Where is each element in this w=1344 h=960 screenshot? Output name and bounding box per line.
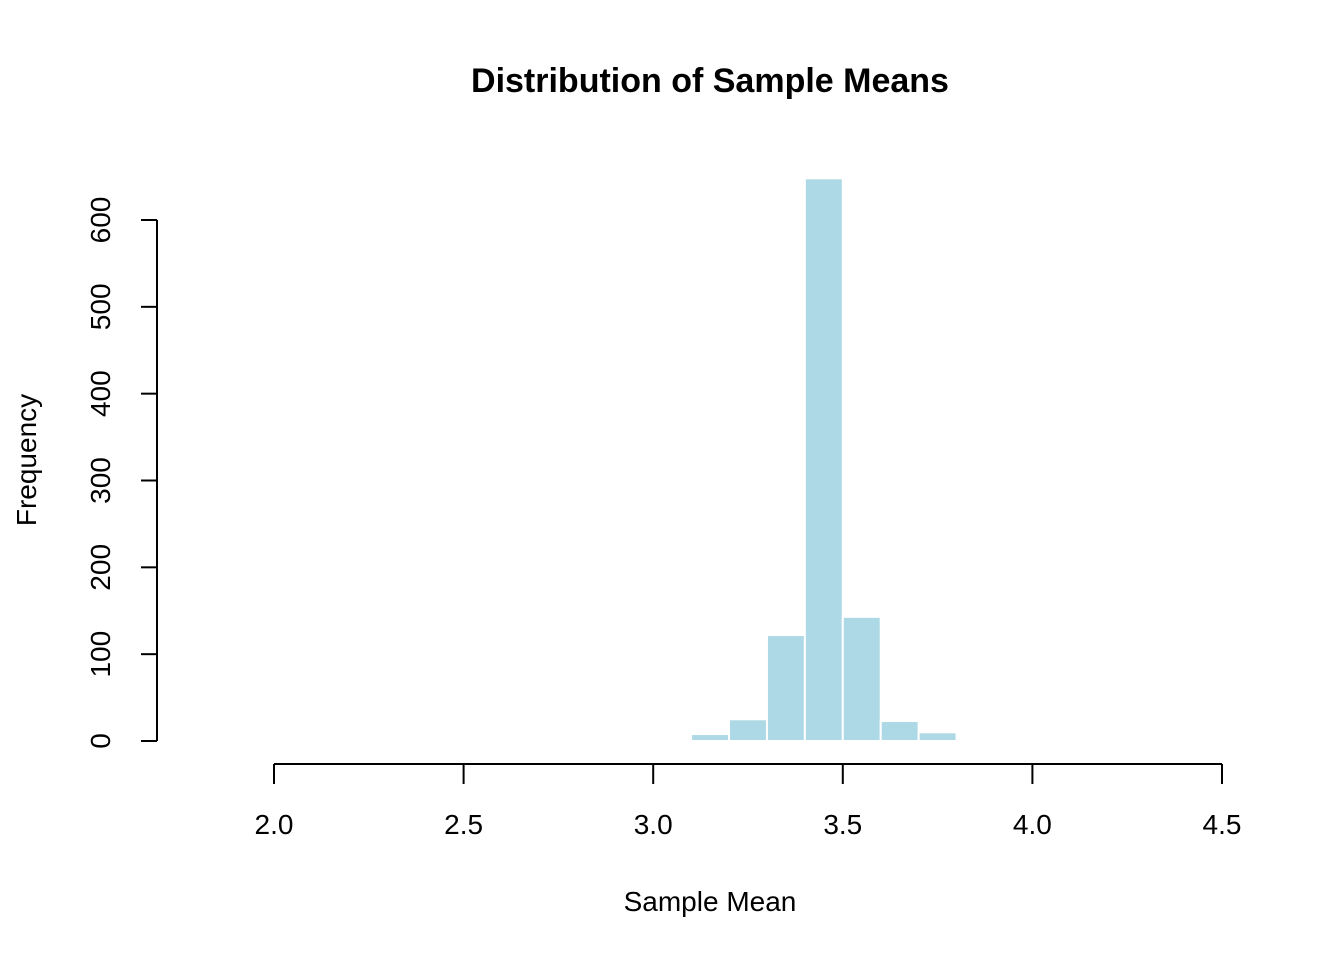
x-tick-label: 2.5 xyxy=(444,809,483,840)
y-axis-label: Frequency xyxy=(11,394,42,526)
histogram-bar xyxy=(690,733,731,743)
y-tick-label: 400 xyxy=(85,370,116,417)
x-axis-label: Sample Mean xyxy=(624,886,797,917)
y-tick-label: 300 xyxy=(85,457,116,504)
x-tick-label: 4.0 xyxy=(1013,809,1052,840)
histogram-bar xyxy=(879,720,920,742)
y-tick-label: 600 xyxy=(85,197,116,244)
y-tick-label: 200 xyxy=(85,544,116,591)
y-axis: 0 100 200 300 400 500 600 xyxy=(85,197,158,749)
bars-group xyxy=(690,177,958,743)
histogram-bar xyxy=(765,634,806,743)
y-tick-label: 100 xyxy=(85,631,116,678)
x-tick-label: 2.0 xyxy=(255,809,294,840)
x-tick-label: 3.0 xyxy=(634,809,673,840)
y-tick-label: 0 xyxy=(85,733,116,749)
histogram-bar xyxy=(917,731,958,742)
x-tick-label: 4.5 xyxy=(1203,809,1242,840)
histogram-bar xyxy=(841,615,882,742)
histogram-bar xyxy=(728,718,768,743)
x-axis: 2.0 2.5 3.0 3.5 4.0 4.5 xyxy=(255,763,1242,840)
y-tick-label: 500 xyxy=(85,283,116,330)
x-tick-label: 3.5 xyxy=(823,809,862,840)
chart-title: Distribution of Sample Means xyxy=(471,62,949,100)
histogram-bar xyxy=(803,177,844,742)
